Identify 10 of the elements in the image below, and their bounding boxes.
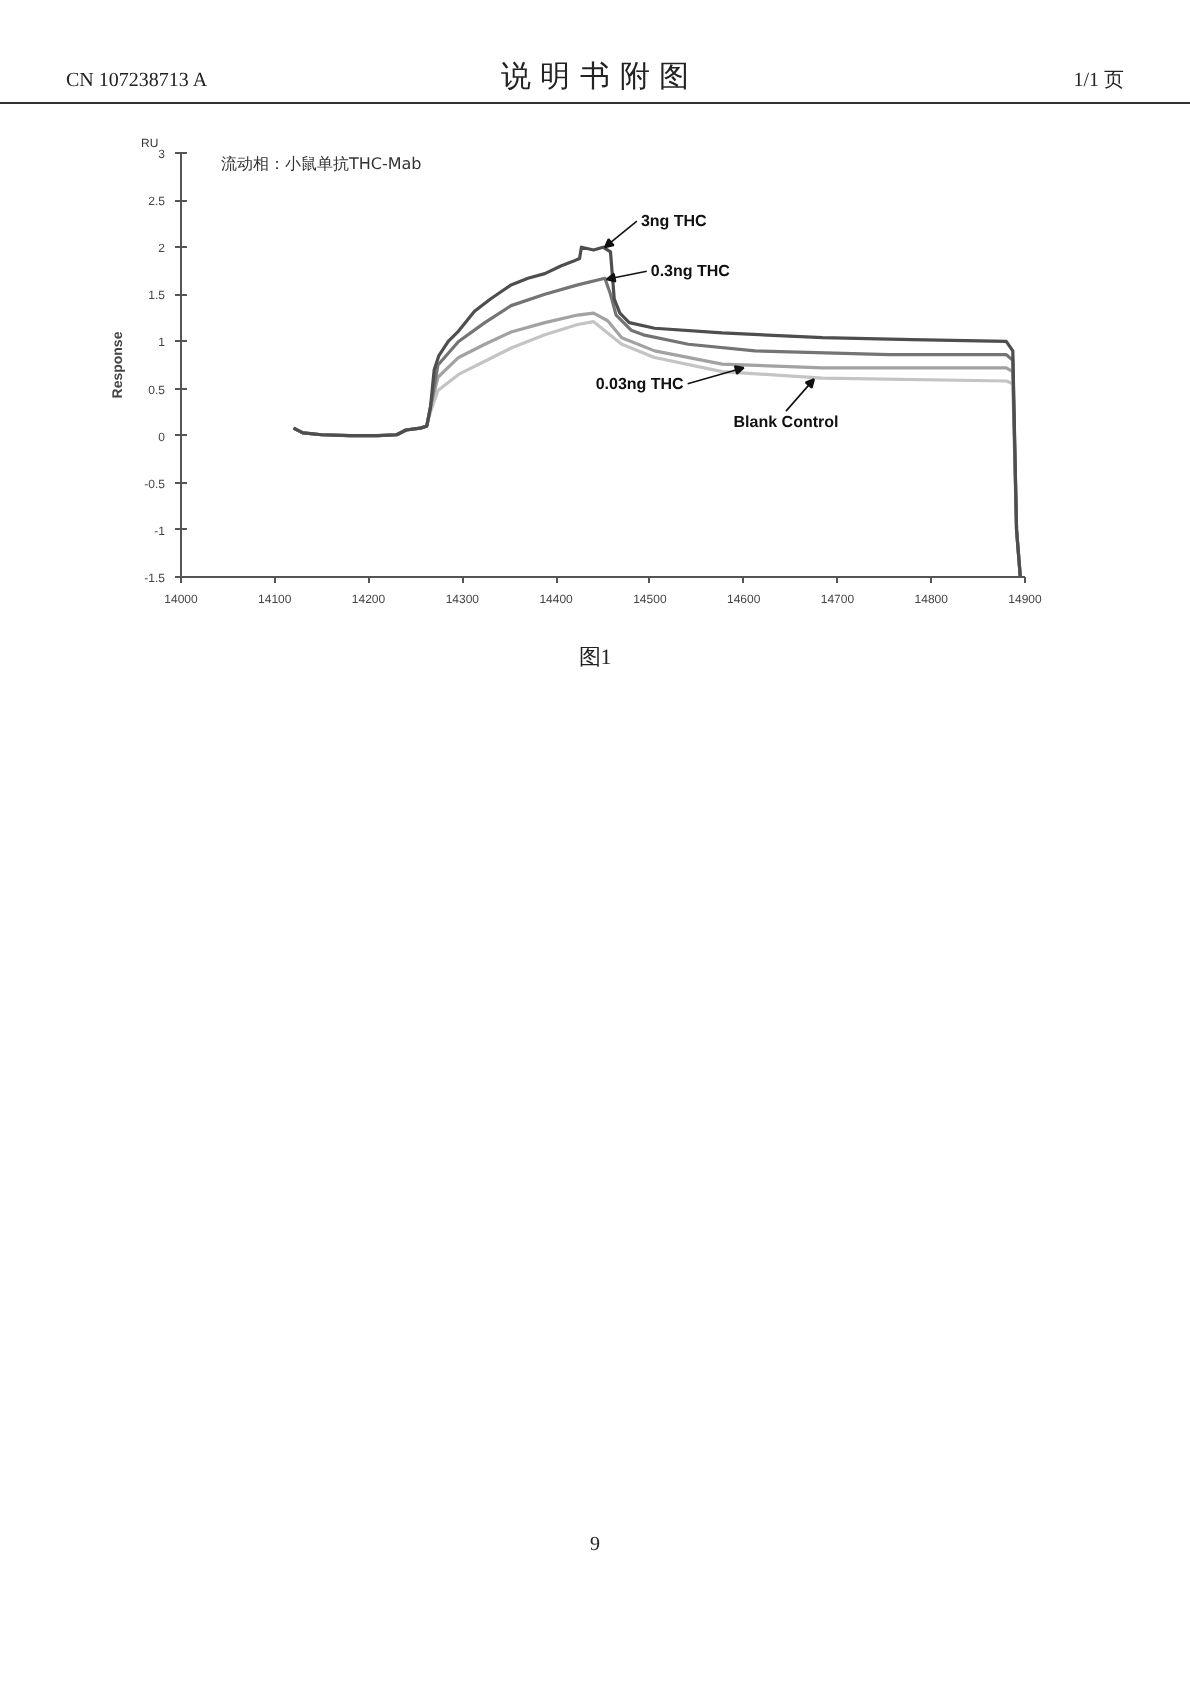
text: 9 (590, 1531, 600, 1560)
chart-title: 流动相：小鼠单抗THC-Mab (221, 155, 422, 173)
annotation: 0.03ng THC (595, 374, 685, 393)
caption: 图1 (578, 644, 612, 675)
text: 说 明 书 附 图 (500, 55, 690, 98)
text: CN 107238713 A (66, 67, 208, 96)
annotation: 3ng THC (640, 212, 708, 231)
annotation: Blank Control (733, 413, 839, 432)
annotation: 0.3ng THC (650, 262, 731, 281)
text: 1/1 页 (1073, 67, 1124, 96)
